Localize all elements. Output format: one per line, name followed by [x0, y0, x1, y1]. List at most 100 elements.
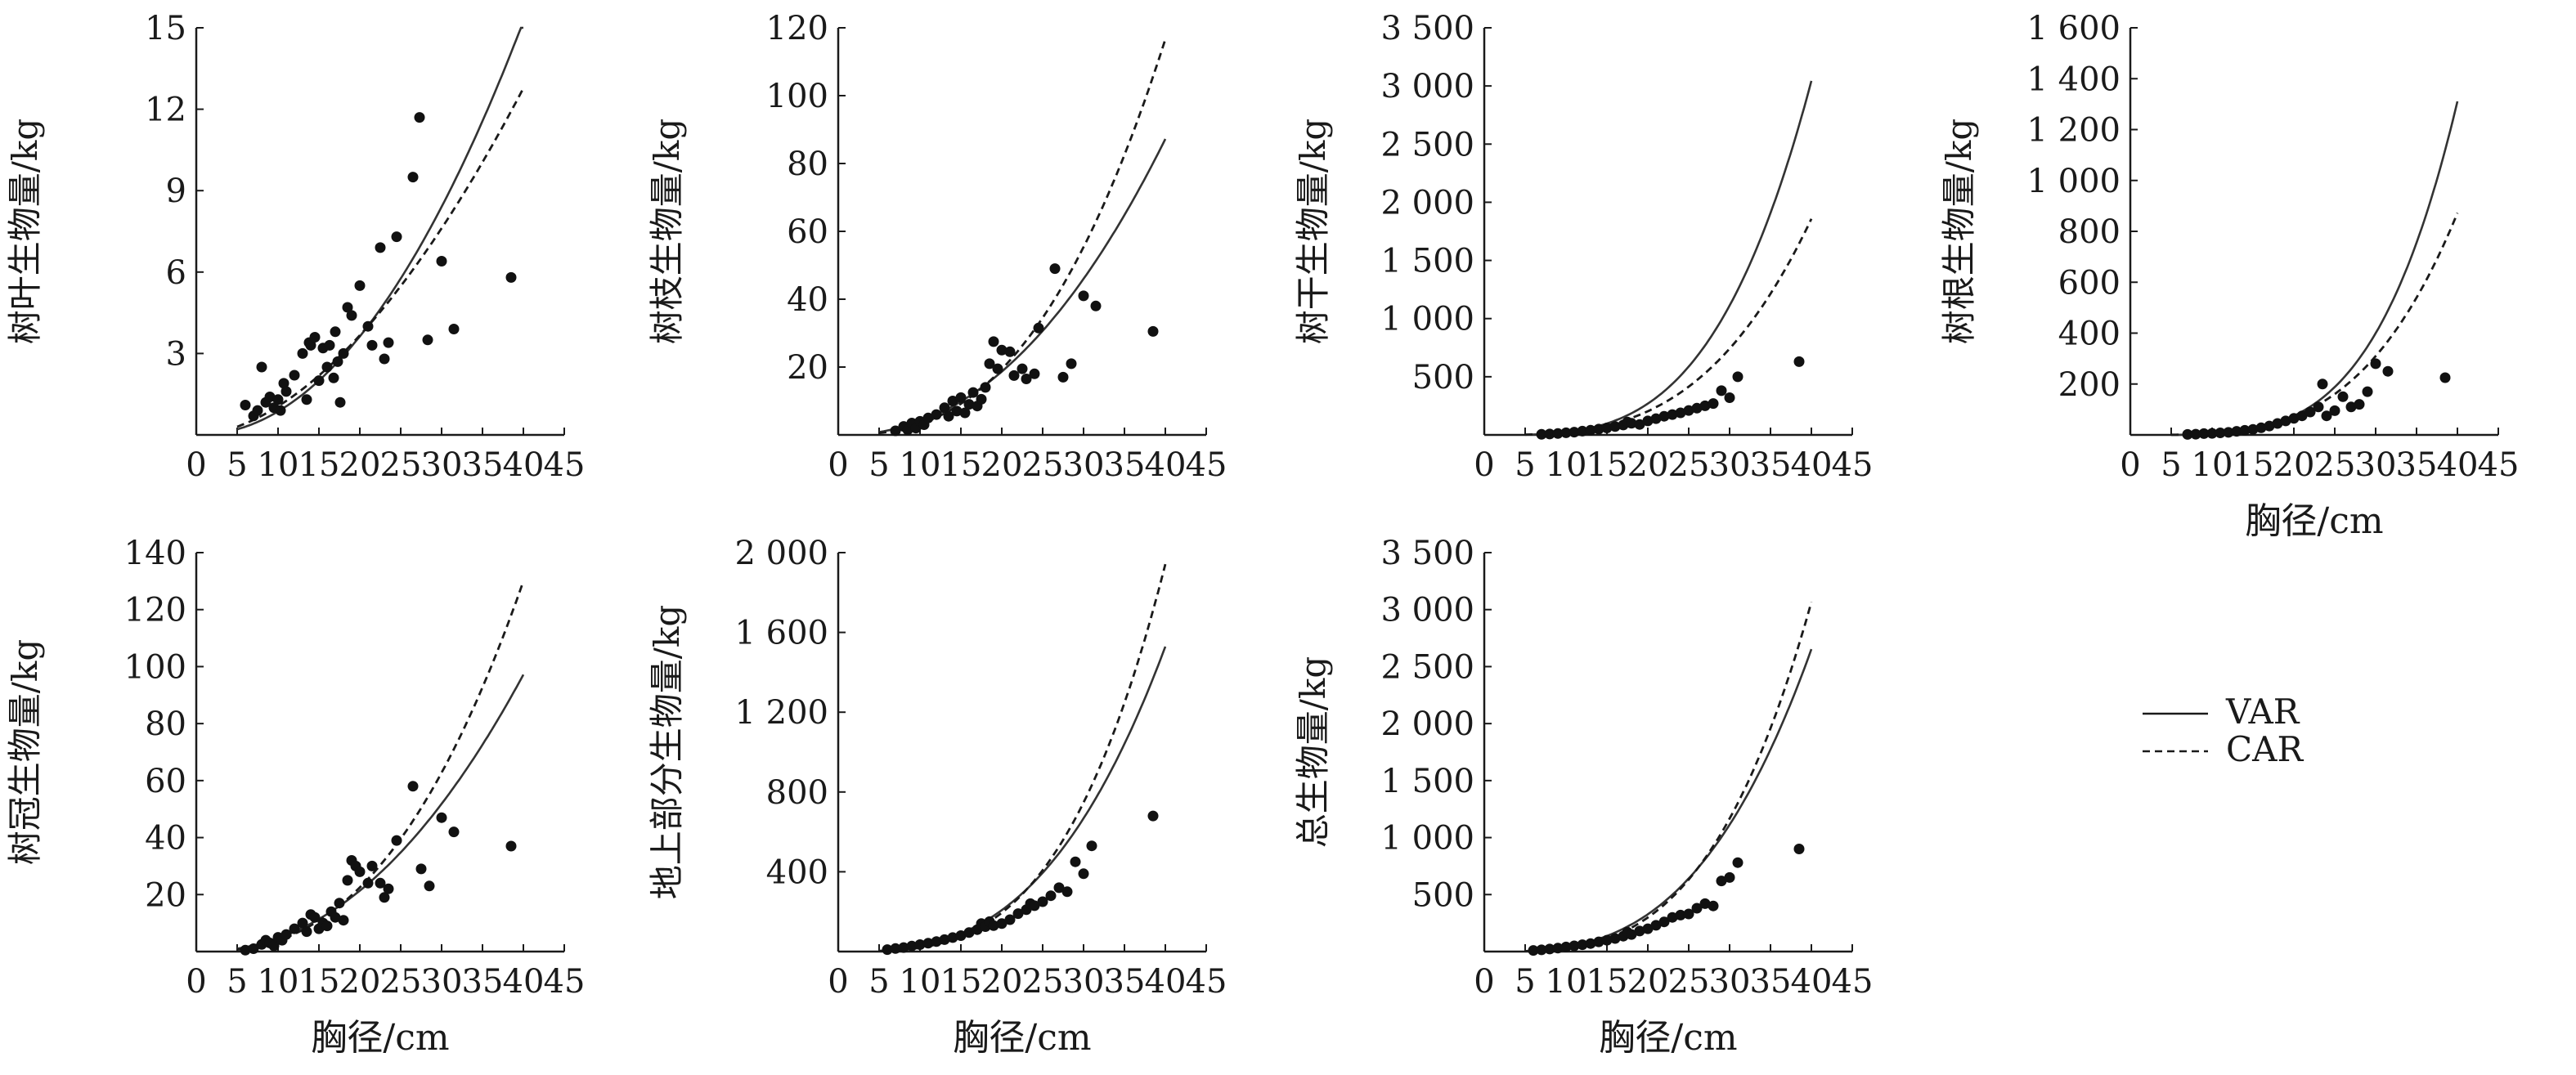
var-curve: [236, 26, 523, 431]
panel-crown: 0 5 10 15 20 25 30 35 40 4520406080100120140树冠生物量…: [5, 535, 585, 1059]
y-tick-label: 60: [787, 213, 828, 251]
data-point: [448, 826, 460, 838]
data-point: [1667, 912, 1678, 923]
x-tick-label: 15: [1586, 446, 1628, 484]
data-point: [324, 339, 335, 351]
data-point: [1045, 890, 1057, 902]
data-point: [2255, 422, 2267, 433]
y-tick-label: 1 600: [734, 615, 828, 652]
data-point: [1012, 908, 1024, 920]
data-point: [2231, 426, 2242, 437]
y-tick-label: 3 500: [1380, 10, 1474, 47]
data-point: [436, 812, 447, 823]
data-point: [334, 396, 346, 408]
data-point: [906, 940, 918, 952]
data-point: [383, 883, 394, 894]
x-tick-label: 40: [1791, 963, 1833, 1001]
data-point: [2362, 386, 2373, 397]
data-point: [1004, 914, 1016, 925]
x-tick-label: 10: [900, 446, 941, 484]
data-point: [1147, 810, 1159, 822]
y-tick-label: 3: [166, 335, 186, 373]
data-point: [448, 324, 460, 334]
data-point: [1683, 405, 1694, 416]
x-tick-label: 5: [868, 963, 889, 1001]
x-tick-label: 0: [186, 963, 206, 1001]
y-tick-label: 3 500: [1380, 535, 1474, 572]
data-point: [2296, 410, 2308, 422]
data-point: [955, 930, 967, 941]
data-point: [2354, 399, 2365, 410]
y-tick-label: 800: [766, 774, 828, 812]
y-tick-label: 1 000: [2026, 163, 2120, 200]
data-point: [321, 361, 333, 373]
data-point: [1552, 428, 1564, 439]
y-tick-label: 1 000: [1380, 301, 1474, 338]
data-point: [1732, 857, 1744, 868]
data-point: [1078, 290, 1089, 302]
data-point: [342, 302, 353, 313]
data-point: [505, 271, 517, 283]
data-point: [338, 347, 349, 359]
data-point: [2288, 413, 2300, 424]
data-point: [346, 310, 357, 321]
data-point: [922, 938, 934, 949]
y-tick-label: 15: [145, 10, 186, 47]
data-point: [330, 912, 341, 923]
data-point: [1029, 368, 1040, 379]
x-tick-label: 25: [380, 446, 422, 484]
data-point: [943, 410, 954, 422]
data-point: [2329, 405, 2340, 416]
data-point: [976, 393, 987, 405]
data-point: [947, 932, 958, 943]
x-tick-label: 10: [258, 963, 299, 1001]
y-tick-label: 1 500: [1380, 763, 1474, 800]
data-point: [1691, 402, 1703, 414]
legend-label-var: VAR: [2225, 692, 2300, 732]
data-point: [301, 926, 312, 938]
x-tick-label: 15: [298, 963, 340, 1001]
data-point: [375, 877, 386, 889]
data-point: [882, 944, 893, 956]
x-tick-label: 30: [1709, 963, 1751, 1001]
x-tick-label: 20: [981, 963, 1023, 1001]
y-tick-label: 3 000: [1380, 68, 1474, 105]
x-tick-label: 40: [503, 963, 545, 1001]
data-point: [1544, 943, 1555, 955]
data-point: [278, 378, 289, 389]
y-tick-label: 1 400: [2026, 60, 2120, 98]
data-point: [1683, 908, 1694, 920]
data-point: [1560, 427, 1572, 438]
data-point: [1601, 423, 1613, 433]
data-point: [424, 880, 435, 892]
data-point: [931, 936, 942, 947]
data-point: [366, 339, 378, 351]
y-tick-label: 100: [766, 78, 828, 115]
data-point: [1544, 428, 1555, 440]
x-tick-label: 25: [1022, 446, 1064, 484]
x-tick-label: 30: [1063, 446, 1105, 484]
data-point: [947, 396, 958, 406]
x-tick-label: 20: [981, 446, 1023, 484]
x-tick-label: 15: [298, 446, 340, 484]
y-tick-label: 400: [766, 853, 828, 891]
y-tick-label: 80: [145, 705, 186, 743]
var-curve: [878, 646, 1167, 952]
x-tick-label: 45: [1832, 446, 1874, 484]
data-point: [1061, 886, 1073, 898]
x-tick-label: 25: [1668, 446, 1710, 484]
data-point: [1004, 346, 1016, 357]
data-point: [1793, 844, 1805, 854]
data-point: [2321, 410, 2332, 422]
data-point: [1053, 882, 1065, 894]
data-point: [366, 860, 378, 871]
data-point: [1147, 325, 1159, 337]
data-point: [922, 412, 934, 423]
x-axis-label: 胸径/cm: [1599, 1017, 1737, 1059]
data-point: [422, 334, 433, 346]
y-tick-label: 20: [787, 349, 828, 387]
x-tick-label: 25: [1022, 963, 1064, 1001]
data-point: [391, 835, 402, 846]
y-tick-label: 2 500: [1380, 126, 1474, 163]
x-tick-label: 0: [2120, 446, 2140, 484]
